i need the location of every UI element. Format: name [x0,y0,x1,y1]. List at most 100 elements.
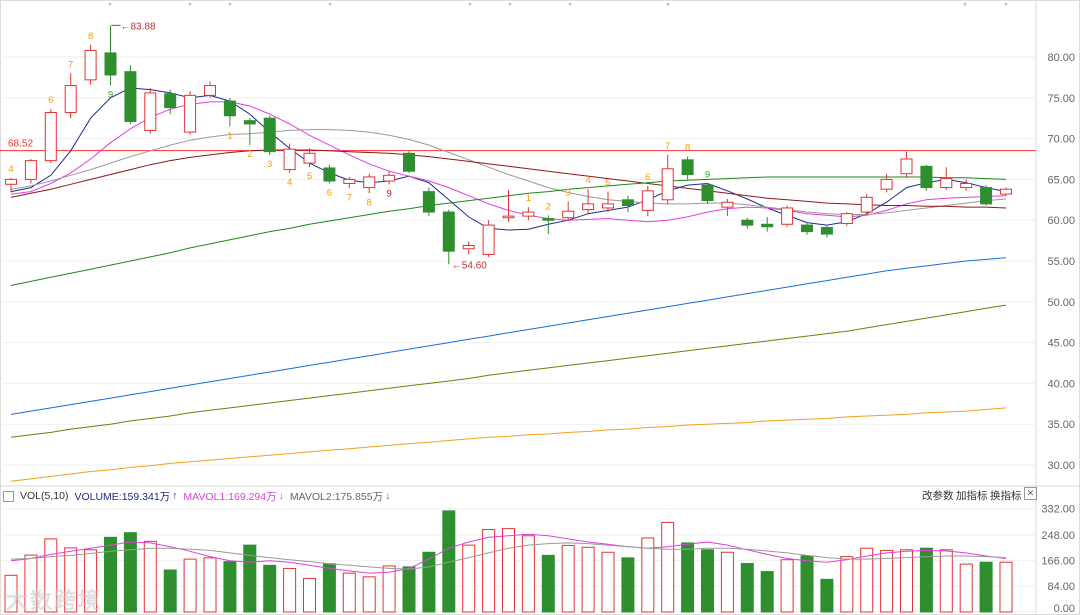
volume-bar[interactable] [800,555,814,613]
volume-bar[interactable] [740,562,754,613]
candle-body[interactable] [621,199,634,207]
volume-bar[interactable] [442,510,456,613]
candle-body[interactable] [343,178,356,184]
candle-body[interactable] [562,210,575,219]
candle-body[interactable] [44,111,57,162]
volume-bar[interactable] [203,557,217,613]
volume-bar[interactable] [283,567,297,613]
volume-bar[interactable] [183,558,197,613]
candle-body[interactable] [880,178,893,190]
change-params-button[interactable]: 改参数 [922,490,954,502]
candle-body[interactable] [5,178,17,185]
candle-body[interactable] [502,215,515,219]
candle-body[interactable] [144,92,157,131]
volume-bar[interactable] [661,521,675,613]
volume-bar[interactable] [959,563,973,613]
volume-bar[interactable] [462,544,476,613]
candle-body[interactable] [124,71,137,122]
candle-body[interactable] [164,93,177,109]
volume-bar[interactable] [502,528,515,613]
candle-body[interactable] [482,224,495,255]
add-indicator-button[interactable]: 加指标 [956,490,988,502]
candle-body[interactable] [1000,188,1012,195]
volume-bar[interactable] [541,554,555,613]
candle-body[interactable] [24,160,37,180]
volume-bar[interactable] [880,549,894,613]
volume-bar[interactable] [820,578,834,613]
volume-bar[interactable] [24,554,38,613]
volume-bar[interactable] [482,529,496,613]
candle-body[interactable] [840,213,853,224]
candle-body[interactable] [940,178,953,189]
candle-body[interactable] [184,94,197,133]
candle-body[interactable] [363,176,376,189]
volume-bar[interactable] [979,561,993,613]
volume-bar[interactable] [919,547,933,613]
candle-body[interactable] [602,203,614,209]
candle-body[interactable] [303,152,316,164]
indicator-toggle-icon[interactable] [3,490,14,502]
candle-body[interactable] [462,244,475,250]
volume-bar[interactable] [999,561,1013,613]
candle-body[interactable] [263,117,276,153]
candle-body[interactable] [900,158,913,175]
volume-bar[interactable] [701,549,714,613]
candle-body[interactable] [323,167,336,182]
volume-bar[interactable] [163,569,177,613]
volume-bar[interactable] [402,566,416,613]
volume-bar[interactable] [342,572,356,613]
candle-body[interactable] [721,201,734,208]
volume-bar[interactable] [104,536,117,613]
volume-bar[interactable] [64,547,78,613]
volume-bar[interactable] [382,565,396,613]
volume-bar[interactable] [641,537,655,613]
volume-bar[interactable] [860,547,874,613]
candle-body[interactable] [84,49,97,81]
volume-bar[interactable] [561,544,575,613]
volume-bar[interactable] [303,577,316,613]
volume-bar[interactable] [780,559,794,613]
close-icon[interactable]: ✕ [1024,487,1037,500]
candle-body[interactable] [920,165,933,189]
candle-body[interactable] [641,190,654,211]
volume-bar[interactable] [581,546,595,613]
volume-bar[interactable] [760,571,774,613]
candle-body[interactable] [223,100,236,117]
volume-bar[interactable] [521,535,535,613]
volume-bar[interactable] [720,551,734,613]
candle-body[interactable] [960,182,973,189]
candle-body[interactable] [403,152,415,172]
volume-bar[interactable] [362,576,376,613]
candle-body[interactable] [442,211,455,252]
candle-body[interactable] [820,227,833,235]
volume-bar[interactable] [840,556,854,613]
candle-body[interactable] [781,207,794,225]
candle-body[interactable] [701,184,714,202]
volume-bar[interactable] [621,557,635,613]
candle-body[interactable] [522,211,535,217]
volume-bar[interactable] [322,563,336,613]
volume-bar[interactable] [84,549,98,613]
volume-bar[interactable] [4,574,18,613]
candle-body[interactable] [422,191,435,213]
candle-body[interactable] [542,218,555,221]
candle-body[interactable] [64,85,77,113]
candle-body[interactable] [980,187,993,205]
candle-body[interactable] [582,203,595,211]
volume-bar[interactable] [681,542,695,613]
candle-body[interactable] [681,159,694,176]
candle-body[interactable] [204,85,216,96]
candle-body[interactable] [383,174,396,182]
candle-body[interactable] [860,196,873,213]
candle-body[interactable] [661,168,674,201]
volume-bar[interactable] [900,549,913,613]
candle-body[interactable] [283,148,296,171]
candle-body[interactable] [741,219,754,226]
volume-bar[interactable] [123,532,137,613]
candle-body[interactable] [761,223,774,228]
swap-indicator-button[interactable]: 换指标 [990,490,1022,502]
volume-bar[interactable] [223,561,237,613]
volume-bar[interactable] [939,549,953,613]
candle-body[interactable] [243,120,256,125]
